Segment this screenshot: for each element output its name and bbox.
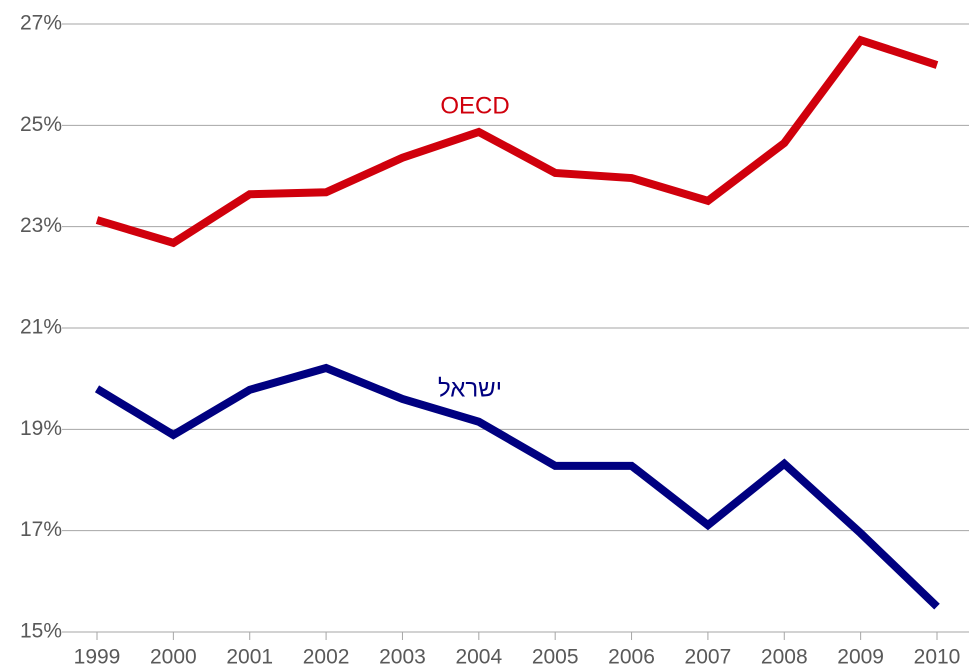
- y-tick-label: 17%: [20, 518, 62, 541]
- y-tick-label: 19%: [20, 417, 62, 440]
- x-tick-label: 2010: [914, 646, 961, 669]
- series-label: ישראל: [438, 375, 502, 402]
- x-tick-label: 2006: [608, 646, 655, 669]
- x-tick-label: 2002: [303, 646, 350, 669]
- y-tick-label: 27%: [20, 12, 62, 35]
- series-line: [95, 35, 939, 248]
- series-label: OECD: [440, 92, 509, 119]
- x-tick-label: 2007: [685, 646, 732, 669]
- x-tick-label: 1999: [74, 646, 121, 669]
- x-tick-label: 2000: [150, 646, 197, 669]
- x-tick-label: 2001: [226, 646, 273, 669]
- x-tick-label: 2004: [455, 646, 502, 669]
- x-tick-label: 2005: [532, 646, 579, 669]
- y-tick-label: 15%: [20, 620, 62, 643]
- y-tick-label: 25%: [20, 113, 62, 136]
- series-line: [94, 363, 940, 610]
- y-tick-label: 23%: [20, 214, 62, 237]
- x-tick-label: 2003: [379, 646, 426, 669]
- x-tick-label: 2009: [837, 646, 884, 669]
- y-tick-label: 21%: [20, 316, 62, 339]
- x-tick-label: 2008: [761, 646, 808, 669]
